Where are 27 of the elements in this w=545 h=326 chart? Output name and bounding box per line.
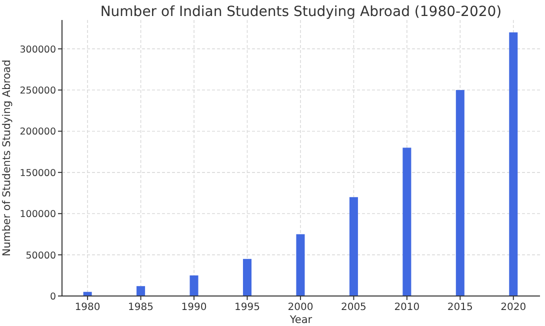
x-tick-label: 1995 [234, 302, 260, 313]
y-axis-title: Number of Students Studying Abroad [1, 60, 13, 256]
y-tick-label: 100000 [20, 209, 56, 220]
x-tick-label: 1990 [181, 302, 207, 313]
y-tick-label: 50000 [26, 250, 56, 262]
bar [296, 234, 305, 296]
x-tick-label: 2005 [340, 302, 366, 313]
bar [509, 32, 518, 296]
y-tick-label: 250000 [20, 86, 56, 97]
bar [349, 197, 358, 296]
y-tick-label: 300000 [20, 44, 56, 56]
x-tick-label: 2000 [288, 302, 314, 313]
bar [190, 275, 198, 296]
x-axis-title: Year [288, 314, 313, 326]
bar [456, 90, 464, 296]
x-tick-label: 1985 [128, 302, 154, 313]
bar [242, 258, 252, 296]
x-tick-label: 1980 [74, 302, 100, 313]
bar [136, 286, 146, 296]
y-tick-label: 200000 [20, 126, 56, 138]
x-tick-label: 2020 [500, 302, 526, 313]
chart-title: Number of Indian Students Studying Abroad (1980-2020) [100, 4, 502, 20]
y-tick-label: 0 [50, 292, 56, 302]
x-tick-label: 2010 [394, 302, 420, 313]
y-tick-label: 150000 [20, 168, 56, 179]
x-tick-label: 2015 [447, 302, 473, 313]
bar [402, 148, 412, 296]
